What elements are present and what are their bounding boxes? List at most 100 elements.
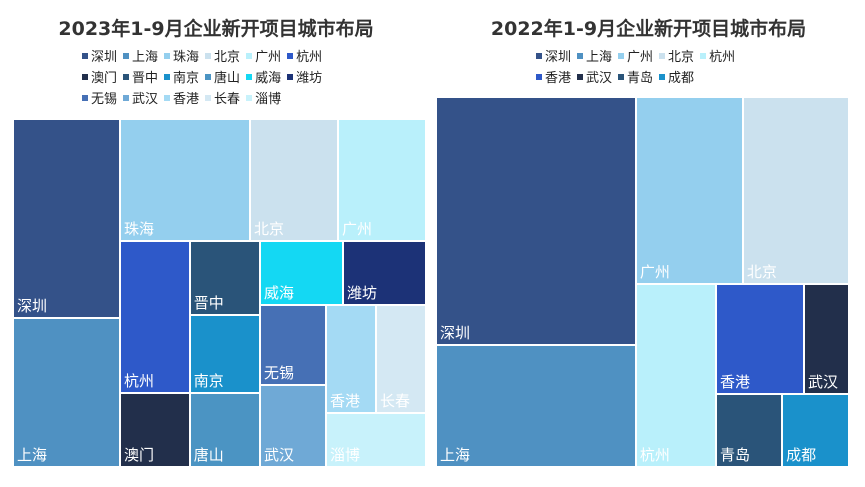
tile-label: 香港 bbox=[720, 373, 751, 392]
legend-swatch bbox=[205, 95, 212, 101]
legend-label: 无锡 bbox=[91, 92, 118, 107]
treemap-tile[interactable]: 淄博 bbox=[326, 413, 426, 467]
legend-swatch bbox=[700, 53, 707, 59]
legend-item[interactable]: 澳门 bbox=[82, 68, 117, 89]
legend-label: 上海 bbox=[132, 50, 159, 65]
treemap-tile[interactable]: 香港 bbox=[716, 283, 804, 395]
treemap-tile[interactable]: 威海 bbox=[259, 240, 343, 306]
legend-swatch bbox=[123, 95, 130, 101]
treemap-tile[interactable]: 上海 bbox=[436, 344, 636, 467]
legend-row: 澳门 晋中 南京 唐山 威海 潍坊 bbox=[82, 68, 382, 89]
legend-item[interactable]: 广州 bbox=[618, 47, 653, 68]
treemap-tile[interactable]: 广州 bbox=[635, 97, 743, 284]
legend-2022: 深圳 上海 广州 北京 杭州 香港 武汉 青岛 成都 bbox=[536, 47, 836, 89]
legend-row: 无锡 武汉 香港 长春 淄博 bbox=[82, 89, 382, 110]
tile-label: 深圳 bbox=[17, 296, 48, 315]
legend-item[interactable]: 武汉 bbox=[577, 68, 612, 89]
legend-swatch bbox=[246, 74, 253, 80]
legend-item[interactable]: 青岛 bbox=[618, 68, 653, 89]
legend-item[interactable]: 杭州 bbox=[700, 47, 735, 68]
legend-item[interactable]: 唐山 bbox=[205, 68, 240, 89]
treemap-tile[interactable]: 北京 bbox=[250, 119, 339, 241]
treemap-tile[interactable]: 武汉 bbox=[259, 385, 327, 467]
legend-label: 北京 bbox=[214, 50, 241, 65]
treemap-tile[interactable]: 青岛 bbox=[716, 394, 783, 467]
legend-item[interactable]: 上海 bbox=[123, 47, 158, 68]
legend-swatch bbox=[123, 74, 130, 80]
legend-label: 深圳 bbox=[545, 50, 572, 65]
treemap-tile[interactable]: 北京 bbox=[742, 97, 849, 284]
legend-label: 深圳 bbox=[91, 50, 118, 65]
legend-item[interactable]: 广州 bbox=[246, 47, 281, 68]
treemap-tile[interactable]: 杭州 bbox=[119, 240, 190, 393]
treemap-tile[interactable]: 香港 bbox=[326, 305, 377, 414]
legend-label: 杭州 bbox=[709, 50, 736, 65]
treemap-tile[interactable]: 长春 bbox=[376, 305, 426, 414]
tile-label: 上海 bbox=[440, 445, 471, 464]
treemap-tile[interactable]: 珠海 bbox=[119, 119, 251, 241]
legend-item[interactable]: 珠海 bbox=[164, 47, 199, 68]
legend-swatch bbox=[205, 74, 212, 80]
treemap-2023: 深圳上海 珠海 北京 广州杭州澳门 晋中南京 唐山 威海 潍坊无锡武汉 香港 长春淄博 bbox=[13, 119, 426, 467]
treemap-tile[interactable]: 上海 bbox=[13, 317, 120, 467]
tile-label: 北京 bbox=[746, 262, 777, 281]
treemap-tile[interactable]: 无锡 bbox=[259, 305, 327, 386]
treemap-tile[interactable]: 晋中 bbox=[189, 240, 260, 315]
legend-row: 香港 武汉 青岛 成都 bbox=[536, 68, 836, 89]
treemap-tile[interactable]: 成都 bbox=[782, 394, 849, 467]
legend-item[interactable]: 成都 bbox=[659, 68, 694, 89]
legend-row: 深圳 上海 广州 北京 杭州 bbox=[536, 47, 836, 68]
legend-item[interactable]: 香港 bbox=[536, 68, 571, 89]
legend-item[interactable]: 上海 bbox=[577, 47, 612, 68]
legend-item[interactable]: 深圳 bbox=[82, 47, 117, 68]
treemap-tile[interactable]: 深圳 bbox=[13, 119, 120, 318]
legend-swatch bbox=[82, 53, 88, 59]
legend-item[interactable]: 长春 bbox=[205, 89, 240, 110]
treemap-tile[interactable]: 深圳 bbox=[436, 97, 636, 345]
legend-swatch bbox=[287, 74, 294, 80]
tile-label: 晋中 bbox=[193, 293, 224, 312]
legend-item[interactable]: 深圳 bbox=[536, 47, 571, 68]
treemap-tile[interactable]: 广州 bbox=[338, 119, 426, 241]
legend-swatch bbox=[164, 53, 171, 59]
legend-swatch bbox=[577, 53, 584, 59]
legend-item[interactable]: 威海 bbox=[246, 68, 281, 89]
legend-item[interactable]: 香港 bbox=[164, 89, 199, 110]
legend-item[interactable]: 北京 bbox=[205, 47, 240, 68]
legend-item[interactable]: 杭州 bbox=[287, 47, 322, 68]
legend-swatch bbox=[536, 53, 542, 59]
legend-swatch bbox=[246, 53, 253, 59]
treemap-tile[interactable]: 武汉 bbox=[803, 283, 849, 395]
legend-label: 唐山 bbox=[214, 71, 241, 86]
legend-label: 长春 bbox=[214, 92, 241, 107]
tile-label: 北京 bbox=[254, 219, 285, 238]
legend-label: 淄博 bbox=[255, 92, 282, 107]
tile-label: 无锡 bbox=[263, 364, 294, 383]
legend-swatch bbox=[205, 53, 212, 59]
legend-label: 香港 bbox=[173, 92, 200, 107]
legend-item[interactable]: 南京 bbox=[164, 68, 199, 89]
legend-label: 香港 bbox=[545, 71, 572, 86]
legend-item[interactable]: 晋中 bbox=[123, 68, 158, 89]
legend-item[interactable]: 淄博 bbox=[246, 89, 281, 110]
tile-label: 珠海 bbox=[123, 219, 154, 238]
tile-label: 广州 bbox=[342, 219, 373, 238]
legend-swatch bbox=[82, 95, 88, 101]
legend-swatch bbox=[164, 74, 171, 80]
tile-label: 长春 bbox=[380, 392, 411, 411]
treemap-tile[interactable]: 潍坊 bbox=[342, 240, 426, 306]
treemap-tile[interactable]: 唐山 bbox=[189, 392, 260, 467]
legend-item[interactable]: 北京 bbox=[659, 47, 694, 68]
legend-swatch bbox=[246, 95, 253, 101]
tile-label: 广州 bbox=[639, 262, 670, 281]
legend-label: 上海 bbox=[586, 50, 613, 65]
treemap-tile[interactable]: 杭州 bbox=[635, 283, 716, 467]
legend-item[interactable]: 武汉 bbox=[123, 89, 158, 110]
legend-swatch bbox=[659, 53, 666, 59]
legend-2023: 深圳 上海 珠海 北京 广州 杭州 澳门 晋中 南京 唐山 威海 潍坊 无锡 武汉 香港 长春 淄博 bbox=[82, 47, 382, 110]
tile-label: 杭州 bbox=[123, 371, 154, 390]
treemap-tile[interactable]: 南京 bbox=[189, 314, 260, 393]
treemap-tile[interactable]: 澳门 bbox=[119, 392, 190, 467]
legend-item[interactable]: 无锡 bbox=[82, 89, 117, 110]
legend-item[interactable]: 潍坊 bbox=[287, 68, 322, 89]
